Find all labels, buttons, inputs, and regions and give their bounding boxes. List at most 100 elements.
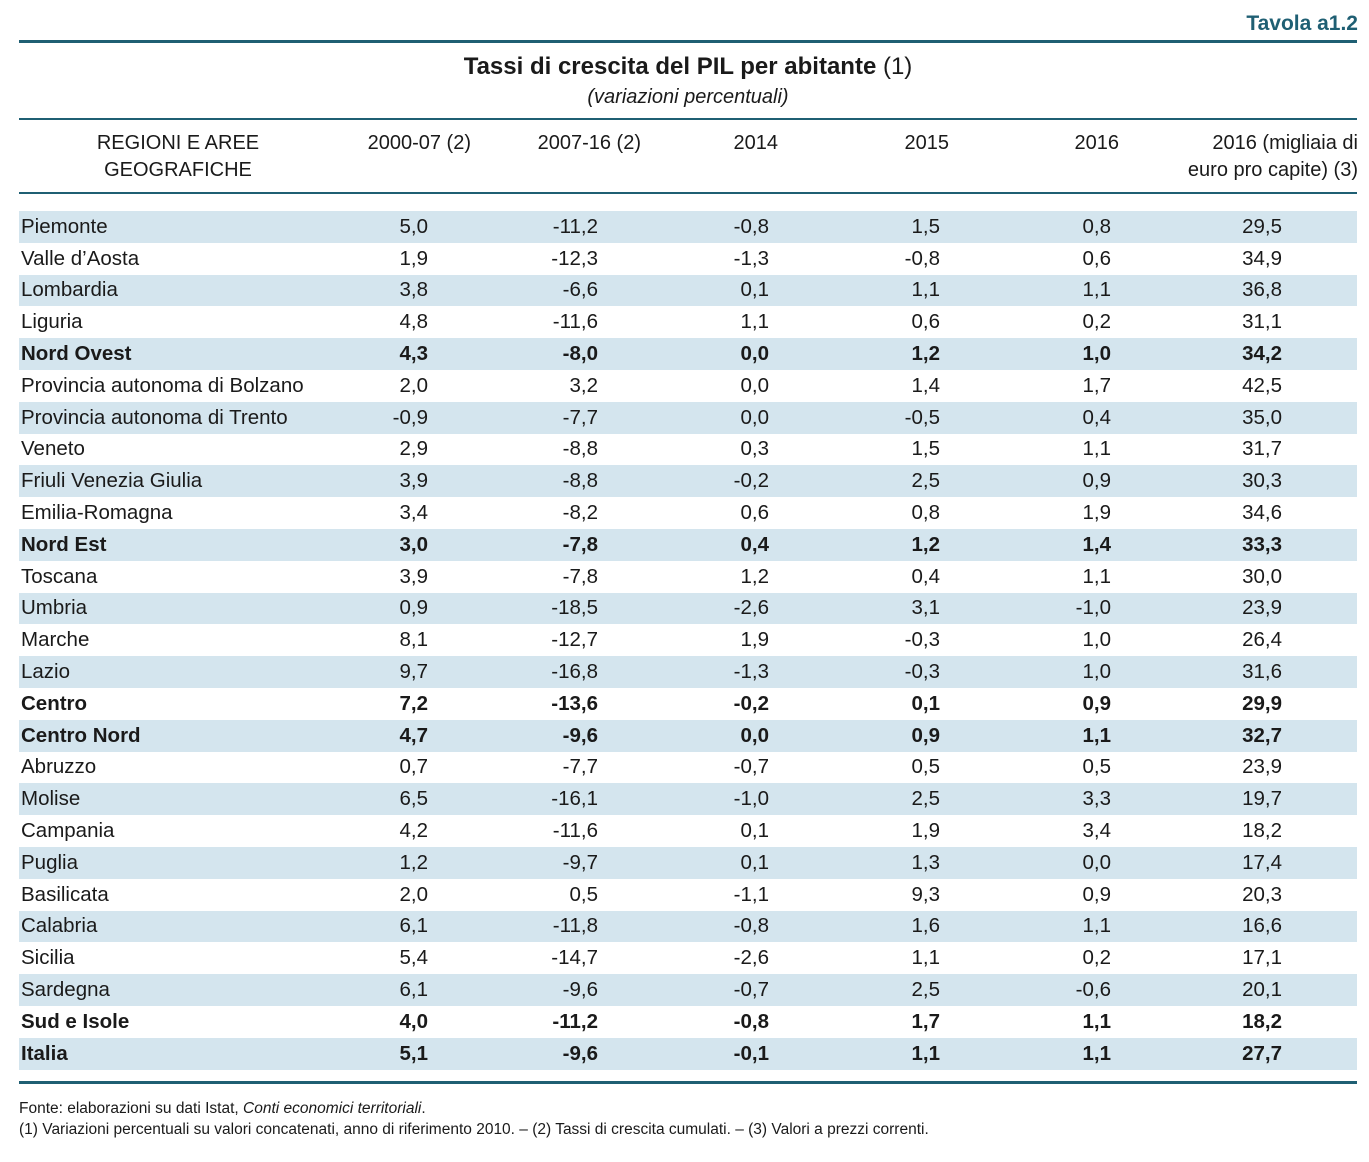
value-cell: -1,0 [940, 592, 1111, 625]
table-notes: Fonte: elaborazioni su dati Istat, Conti… [19, 1098, 929, 1140]
value-cell: -11,6 [552, 819, 598, 843]
value-cell: -0,8 [598, 910, 769, 943]
value-cell: 1,5 [769, 211, 940, 243]
header-bottom-rule [19, 192, 1357, 194]
row-padding [1282, 846, 1357, 879]
value-cell: 0,3 [740, 437, 770, 461]
table-row: Molise 6,5 -16,1 -1,0 2,5 3,3 19,7 [19, 783, 1357, 816]
value-cell: 4,3 [340, 338, 428, 370]
region-name: Calabria [19, 910, 340, 943]
region-name: Centro Nord [19, 719, 340, 752]
table-subtitle: (variazioni percentuali) [587, 86, 789, 108]
value-cell: 1,1 [1082, 1009, 1112, 1033]
value-cell: 0,9 [1082, 691, 1112, 715]
region-name: Toscana [21, 564, 98, 588]
value-cell: -8,8 [428, 465, 598, 498]
value-cell: 42,5 [1242, 373, 1282, 397]
region-name: Campania [21, 819, 115, 843]
value-cell: -14,7 [551, 946, 598, 970]
value-cell: 3,2 [569, 373, 599, 397]
row-padding [1282, 719, 1357, 752]
region-name: Puglia [19, 846, 340, 879]
value-cell: 1,5 [911, 437, 941, 461]
table-row: Sud e Isole 4,0 -11,2 -0,8 1,7 1,1 18,2 [19, 1006, 1357, 1038]
value-cell: 0,8 [911, 501, 941, 525]
row-padding [1282, 528, 1357, 561]
region-name: Sardegna [19, 974, 340, 1006]
value-cell: -7,8 [428, 528, 598, 561]
column-header-per-capita-line2: euro pro capite) (3) [1187, 159, 1358, 181]
value-cell: -8,8 [562, 437, 598, 461]
table-row: Lazio 9,7 -16,8 -1,3 -0,3 1,0 31,6 [19, 656, 1357, 688]
value-cell: 0,9 [940, 465, 1111, 498]
value-cell: 32,7 [1111, 719, 1282, 752]
value-cell: 0,2 [1082, 946, 1112, 970]
value-cell: 6,1 [340, 910, 428, 943]
data-table: Piemonte 5,0 -11,2 -0,8 1,5 0,8 29,5 Valle d’Ao… [19, 211, 1357, 1070]
value-cell: 9,3 [911, 882, 941, 906]
value-cell: -0,2 [598, 465, 769, 498]
header-top-rule [19, 118, 1357, 120]
table-row: Abruzzo 0,7 -7,7 -0,7 0,5 0,5 23,9 [19, 752, 1357, 784]
value-cell: -6,6 [428, 274, 598, 307]
value-cell: 0,4 [598, 528, 769, 561]
table-row: Valle d’Aosta 1,9 -12,3 -1,3 -0,8 0,6 34,9 [19, 243, 1357, 275]
value-cell: -0,8 [598, 211, 769, 243]
value-cell: -9,6 [428, 974, 598, 1006]
row-padding [1282, 497, 1357, 529]
value-cell: 5,1 [340, 1037, 428, 1070]
value-cell: 1,4 [940, 528, 1111, 561]
table-row: Nord Est 3,0 -7,8 0,4 1,2 1,4 33,3 [19, 528, 1357, 561]
value-cell: -16,8 [428, 656, 598, 688]
value-cell: 3,8 [340, 274, 428, 307]
value-cell: 18,2 [1242, 819, 1282, 843]
value-cell: -11,8 [428, 910, 598, 943]
value-cell: -7,7 [562, 755, 598, 779]
value-cell: 4,0 [399, 1009, 429, 1033]
table-number: Tavola a1.2 [1246, 12, 1358, 35]
value-cell: 1,1 [769, 1037, 940, 1070]
value-cell: 1,9 [399, 246, 429, 270]
value-cell: 2,9 [399, 437, 429, 461]
value-cell: 29,9 [1242, 691, 1282, 715]
value-cell: 1,1 [769, 274, 940, 307]
value-cell: 27,7 [1111, 1037, 1282, 1070]
value-cell: 26,4 [1242, 628, 1282, 652]
top-rule [19, 40, 1357, 43]
value-cell: 1,3 [769, 846, 940, 879]
region-name: Veneto [21, 437, 85, 461]
region-name: Emilia-Romagna [21, 501, 173, 525]
value-cell: 1,9 [740, 628, 770, 652]
value-cell: 1,1 [1082, 437, 1112, 461]
value-cell: 0,9 [1082, 882, 1112, 906]
table-title-note: (1) [882, 53, 913, 80]
value-cell: 20,1 [1111, 974, 1282, 1006]
value-cell: -1,0 [598, 783, 769, 816]
value-cell: 3,9 [399, 564, 429, 588]
value-cell: -0,2 [733, 691, 769, 715]
value-cell: -0,3 [904, 628, 940, 652]
value-cell: 0,1 [911, 691, 941, 715]
value-cell: -13,6 [551, 691, 598, 715]
column-header-2016: 2016 [1074, 132, 1120, 154]
value-cell: 1,1 [940, 910, 1111, 943]
row-padding [1282, 974, 1357, 1006]
value-cell: -0,3 [769, 656, 940, 688]
value-cell: 1,1 [740, 310, 770, 334]
table-row: Piemonte 5,0 -11,2 -0,8 1,5 0,8 29,5 [19, 211, 1357, 243]
value-cell: -11,2 [552, 1009, 598, 1033]
value-cell: 0,5 [1082, 755, 1112, 779]
row-padding [1282, 688, 1357, 720]
table-row: Marche 8,1 -12,7 1,9 -0,3 1,0 26,4 [19, 624, 1357, 656]
row-padding [1282, 434, 1357, 466]
value-cell: 3,0 [340, 528, 428, 561]
value-cell: 34,6 [1242, 501, 1282, 525]
region-name: Valle d’Aosta [21, 246, 140, 270]
row-padding [1282, 243, 1357, 275]
row-padding [1282, 752, 1357, 784]
value-cell: 1,0 [940, 656, 1111, 688]
value-cell: 0,5 [569, 882, 599, 906]
value-cell: -7,7 [428, 401, 598, 434]
value-cell: 0,1 [598, 274, 769, 307]
value-cell: 0,7 [399, 755, 429, 779]
